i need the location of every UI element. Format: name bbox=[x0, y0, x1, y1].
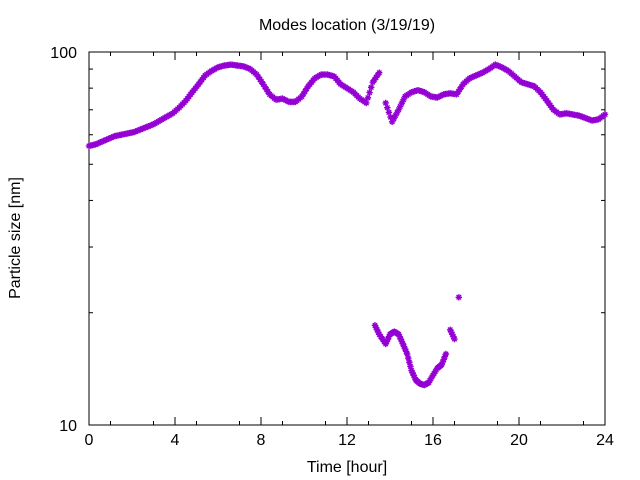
axis-ticks bbox=[88, 51, 606, 426]
x-tick-label: 16 bbox=[424, 432, 442, 449]
data-point-fill bbox=[385, 333, 393, 340]
data-point bbox=[404, 350, 411, 358]
data-point bbox=[442, 350, 450, 358]
data-point-fill bbox=[409, 369, 416, 377]
data-point bbox=[376, 69, 383, 76]
x-tick-label: 20 bbox=[510, 432, 528, 449]
x-tick-label: 12 bbox=[338, 432, 356, 449]
data-point-fill bbox=[367, 84, 375, 91]
data-point bbox=[382, 340, 389, 348]
data-point-fill bbox=[396, 333, 403, 340]
data-point-fill bbox=[398, 99, 406, 107]
data-point-fill bbox=[401, 345, 409, 353]
data-point bbox=[399, 340, 407, 348]
data-point-fill bbox=[390, 115, 397, 122]
data-point-fill bbox=[374, 328, 382, 336]
data-point-fill bbox=[398, 338, 406, 345]
data-point-fill bbox=[400, 96, 407, 103]
data-point-fill bbox=[383, 338, 390, 345]
data-point-fill bbox=[397, 103, 404, 110]
data-point-fill bbox=[405, 354, 412, 362]
data-point-fill bbox=[397, 335, 404, 343]
data-point bbox=[382, 99, 389, 107]
data-point-fill bbox=[410, 372, 417, 379]
data-point-fill bbox=[406, 359, 413, 366]
x-tick-label: 8 bbox=[257, 432, 266, 449]
data-point-fill bbox=[387, 113, 394, 121]
data-points bbox=[85, 61, 609, 389]
data-point-fill bbox=[407, 363, 414, 370]
data-point-fill bbox=[385, 109, 393, 116]
data-point-fill bbox=[411, 374, 418, 381]
data-point-fill bbox=[402, 348, 410, 355]
data-point-fill bbox=[392, 112, 399, 119]
x-axis-label: Time [hour] bbox=[307, 459, 387, 476]
data-point bbox=[363, 99, 370, 107]
data-point-fill bbox=[441, 353, 449, 360]
data-point-fill bbox=[366, 89, 373, 96]
data-point bbox=[395, 331, 402, 338]
y-tick-label: 100 bbox=[50, 45, 77, 62]
data-point-fill bbox=[450, 333, 457, 340]
data-point bbox=[408, 367, 415, 374]
data-point-fill bbox=[393, 109, 401, 116]
data-point-fill bbox=[448, 328, 455, 336]
y-axis-label: Particle size [nm] bbox=[7, 177, 24, 299]
data-point bbox=[395, 106, 402, 113]
data-point-fill bbox=[384, 335, 392, 343]
y-tick-label: 10 bbox=[59, 418, 77, 435]
data-point-fill bbox=[373, 326, 381, 334]
data-point bbox=[388, 118, 396, 125]
x-tick-label: 0 bbox=[85, 432, 94, 449]
data-point-fill bbox=[439, 358, 446, 366]
plot-frame bbox=[88, 51, 606, 426]
data-point bbox=[451, 335, 458, 343]
data-point bbox=[438, 361, 445, 369]
data-point bbox=[447, 326, 454, 333]
data-point-fill bbox=[440, 356, 447, 363]
axis-tick-labels: 0 4 8 12 16 20 24 10 100 bbox=[50, 45, 614, 449]
data-point-fill bbox=[400, 343, 408, 350]
data-point-fill bbox=[384, 104, 391, 111]
x-tick-label: 4 bbox=[171, 432, 180, 449]
data-point-fill bbox=[372, 324, 380, 331]
data-point-fill bbox=[364, 94, 372, 101]
data-point bbox=[371, 322, 379, 329]
data-point bbox=[455, 294, 462, 301]
data-point bbox=[601, 111, 609, 118]
x-tick-label: 24 bbox=[596, 432, 614, 449]
chart-title: Modes location (3/19/19) bbox=[259, 17, 435, 34]
data-point-fill bbox=[449, 331, 456, 338]
